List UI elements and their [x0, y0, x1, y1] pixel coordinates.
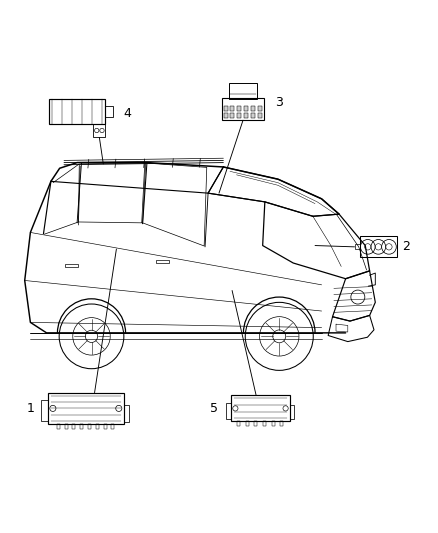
Bar: [93, 124, 106, 138]
Bar: [251, 106, 255, 111]
Bar: [231, 395, 290, 422]
Bar: [237, 422, 240, 426]
Bar: [229, 83, 257, 99]
Bar: [258, 106, 262, 111]
Text: 5: 5: [210, 402, 218, 415]
Bar: [258, 113, 262, 118]
Bar: [226, 403, 231, 419]
Bar: [124, 405, 129, 422]
Bar: [263, 422, 266, 426]
Bar: [49, 100, 106, 124]
Bar: [360, 236, 397, 257]
Bar: [111, 424, 114, 430]
Bar: [280, 422, 283, 426]
Text: 1: 1: [27, 402, 35, 415]
Bar: [222, 99, 264, 120]
Bar: [223, 113, 227, 118]
Bar: [106, 106, 113, 117]
Bar: [103, 424, 106, 430]
Bar: [57, 424, 60, 430]
Bar: [48, 393, 124, 424]
Bar: [155, 260, 169, 263]
Bar: [272, 422, 275, 426]
Bar: [96, 424, 99, 430]
Bar: [237, 113, 241, 118]
Text: 3: 3: [275, 96, 283, 109]
Bar: [230, 106, 234, 111]
Bar: [237, 106, 241, 111]
Bar: [64, 424, 67, 430]
Bar: [244, 113, 248, 118]
Bar: [223, 106, 227, 111]
Bar: [65, 264, 78, 268]
Bar: [41, 400, 48, 421]
Text: 2: 2: [402, 240, 410, 253]
Bar: [230, 113, 234, 118]
Bar: [246, 422, 249, 426]
Bar: [244, 106, 248, 111]
Bar: [72, 424, 75, 430]
Bar: [251, 113, 255, 118]
Bar: [88, 424, 91, 430]
Bar: [80, 424, 83, 430]
Bar: [355, 244, 360, 249]
Bar: [254, 422, 258, 426]
Text: 4: 4: [124, 107, 132, 120]
Bar: [290, 405, 294, 419]
